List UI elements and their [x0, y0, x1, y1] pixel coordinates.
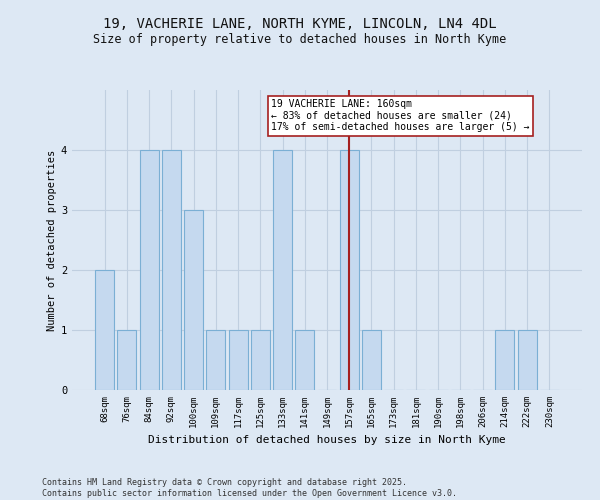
Bar: [362, 330, 381, 390]
Text: 19, VACHERIE LANE, NORTH KYME, LINCOLN, LN4 4DL: 19, VACHERIE LANE, NORTH KYME, LINCOLN, …: [103, 18, 497, 32]
Bar: [162, 150, 181, 390]
Bar: [496, 330, 514, 390]
Bar: [140, 150, 158, 390]
Bar: [273, 150, 292, 390]
X-axis label: Distribution of detached houses by size in North Kyme: Distribution of detached houses by size …: [148, 436, 506, 446]
Bar: [518, 330, 536, 390]
Bar: [340, 150, 359, 390]
Text: Size of property relative to detached houses in North Kyme: Size of property relative to detached ho…: [94, 32, 506, 46]
Text: 19 VACHERIE LANE: 160sqm
← 83% of detached houses are smaller (24)
17% of semi-d: 19 VACHERIE LANE: 160sqm ← 83% of detach…: [271, 99, 530, 132]
Bar: [184, 210, 203, 390]
Y-axis label: Number of detached properties: Number of detached properties: [47, 150, 57, 330]
Bar: [118, 330, 136, 390]
Bar: [206, 330, 225, 390]
Text: Contains HM Land Registry data © Crown copyright and database right 2025.
Contai: Contains HM Land Registry data © Crown c…: [42, 478, 457, 498]
Bar: [295, 330, 314, 390]
Bar: [229, 330, 248, 390]
Bar: [95, 270, 114, 390]
Bar: [251, 330, 270, 390]
